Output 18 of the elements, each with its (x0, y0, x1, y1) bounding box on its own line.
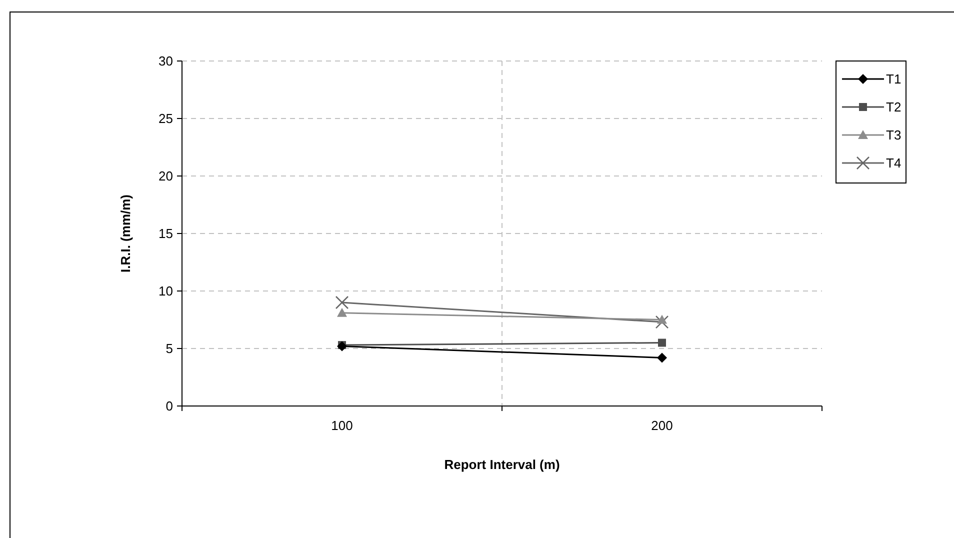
y-tick-label: 5 (166, 341, 173, 356)
y-tick-label: 25 (158, 111, 173, 126)
y-axis-title: I.R.I. (mm/m) (118, 194, 133, 273)
legend-label: T4 (886, 156, 902, 171)
y-tick-label: 0 (166, 398, 173, 414)
y-tick-label: 15 (158, 226, 173, 242)
legend-label: T1 (886, 72, 902, 87)
y-tick-label: 30 (158, 54, 173, 69)
y-tick-label: 10 (158, 284, 173, 299)
x-axis-title: Report Interval (m) (444, 457, 560, 472)
legend-label: T2 (886, 100, 902, 115)
y-tick-label: 20 (158, 168, 173, 184)
point (658, 338, 666, 347)
x-tick-label: 100 (331, 418, 353, 433)
point (657, 352, 667, 363)
point (335, 296, 349, 310)
x-tick-label: 200 (651, 418, 673, 433)
legend-label: T3 (886, 128, 902, 143)
